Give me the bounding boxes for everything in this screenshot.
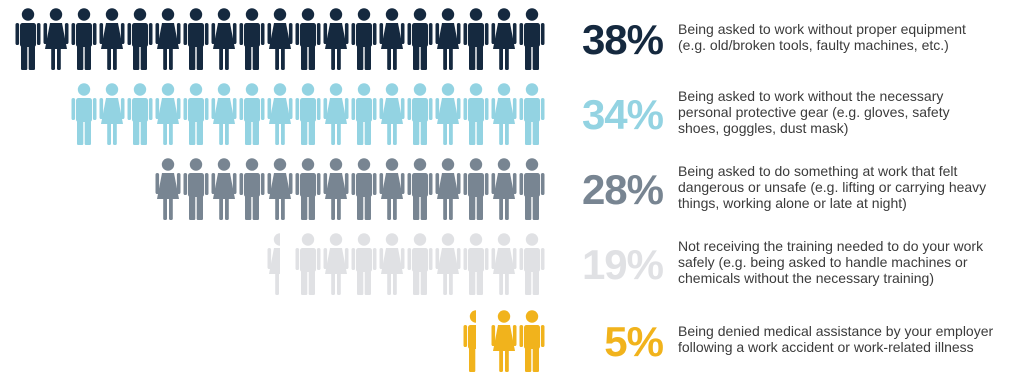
person-icon (379, 158, 405, 220)
person-icon (491, 8, 517, 70)
person-icon (295, 158, 321, 220)
description-line: shoes, goggles, dust mask) (678, 120, 849, 136)
person-icon (155, 83, 181, 145)
person-icon (351, 83, 377, 145)
person-icon (155, 8, 181, 70)
person-icon (435, 233, 461, 295)
person-icon (351, 8, 377, 70)
row-description: Not receiving the training needed to do … (678, 238, 1016, 286)
person-icon (379, 233, 405, 295)
description-line: Being asked to work without proper equip… (678, 21, 966, 37)
person-icon (211, 158, 237, 220)
person-icon (519, 310, 545, 372)
person-icon (463, 233, 489, 295)
person-icon (267, 83, 293, 145)
icon-row-4 (267, 233, 545, 295)
description-line: things, working alone or late at night) (678, 195, 907, 211)
person-icon (323, 158, 349, 220)
person-icon (211, 83, 237, 145)
person-icon (71, 8, 97, 70)
person-icon (239, 8, 265, 70)
row-description: Being asked to work without the necessar… (678, 88, 1016, 136)
person-icon (183, 83, 209, 145)
person-icon (491, 83, 517, 145)
person-icon (463, 158, 489, 220)
description-line: personal protective gear (e.g. gloves, s… (678, 104, 950, 120)
percentage-label: 28% (581, 166, 664, 213)
person-icon (155, 158, 181, 220)
pictogram-icons (15, 8, 545, 372)
percentage-label: 5% (604, 318, 664, 365)
person-icon (323, 8, 349, 70)
person-icon (71, 83, 97, 145)
row-description: Being asked to work without proper equip… (678, 21, 1016, 53)
row-description: Being denied medical assistance by your … (678, 323, 1016, 355)
person-icon (519, 8, 545, 70)
person-icon (99, 8, 125, 70)
person-icon (127, 83, 153, 145)
person-icon (519, 83, 545, 145)
person-icon (491, 310, 517, 372)
person-icon (491, 158, 517, 220)
icon-row-5 (463, 310, 545, 372)
person-icon (463, 83, 489, 145)
percentage-label: 19% (581, 241, 664, 288)
person-icon (407, 158, 433, 220)
person-icon (379, 8, 405, 70)
description-line: Not receiving the training needed to do … (678, 238, 984, 254)
person-icon (183, 158, 209, 220)
person-icon (519, 158, 545, 220)
person-icon (127, 8, 153, 70)
person-icon (519, 233, 545, 295)
description-line: dangerous or unsafe (e.g. lifting or car… (678, 179, 987, 195)
description-line: (e.g. old/broken tools, faulty machines,… (678, 37, 949, 53)
person-icon (351, 233, 377, 295)
person-icon (323, 83, 349, 145)
person-icon (351, 158, 377, 220)
row-description: Being asked to do something at work that… (678, 163, 1016, 211)
description-line: Being asked to work without the necessar… (678, 88, 944, 104)
person-icon (435, 83, 461, 145)
person-icon (183, 8, 209, 70)
person-icon (379, 83, 405, 145)
person-icon (407, 8, 433, 70)
person-icon (267, 158, 293, 220)
person-icon (407, 83, 433, 145)
icon-row-2 (71, 83, 545, 145)
person-icon (15, 8, 41, 70)
person-icon (435, 158, 461, 220)
person-icon (295, 233, 321, 295)
person-icon (211, 8, 237, 70)
person-icon (435, 8, 461, 70)
percentage-label: 34% (581, 91, 664, 138)
person-icon (239, 158, 265, 220)
description-line: following a work accident or work-relate… (678, 339, 974, 355)
description-line: Being denied medical assistance by your … (678, 323, 994, 339)
person-icon (491, 233, 517, 295)
person-icon (407, 233, 433, 295)
description-line: chemicals without the necessary training… (678, 270, 935, 286)
person-icon-partial (267, 233, 280, 295)
person-icon (99, 83, 125, 145)
description-line: Being asked to do something at work that… (678, 163, 958, 179)
person-icon (239, 83, 265, 145)
icon-row-1 (15, 8, 545, 70)
icon-row-3 (155, 158, 545, 220)
person-icon (295, 8, 321, 70)
person-icon-partial (463, 310, 476, 372)
person-icon (463, 8, 489, 70)
percentage-label: 38% (581, 16, 664, 63)
person-icon (43, 8, 69, 70)
person-icon (267, 8, 293, 70)
person-icon (323, 233, 349, 295)
person-icon (295, 83, 321, 145)
description-line: safely (e.g. being asked to handle machi… (678, 254, 968, 270)
